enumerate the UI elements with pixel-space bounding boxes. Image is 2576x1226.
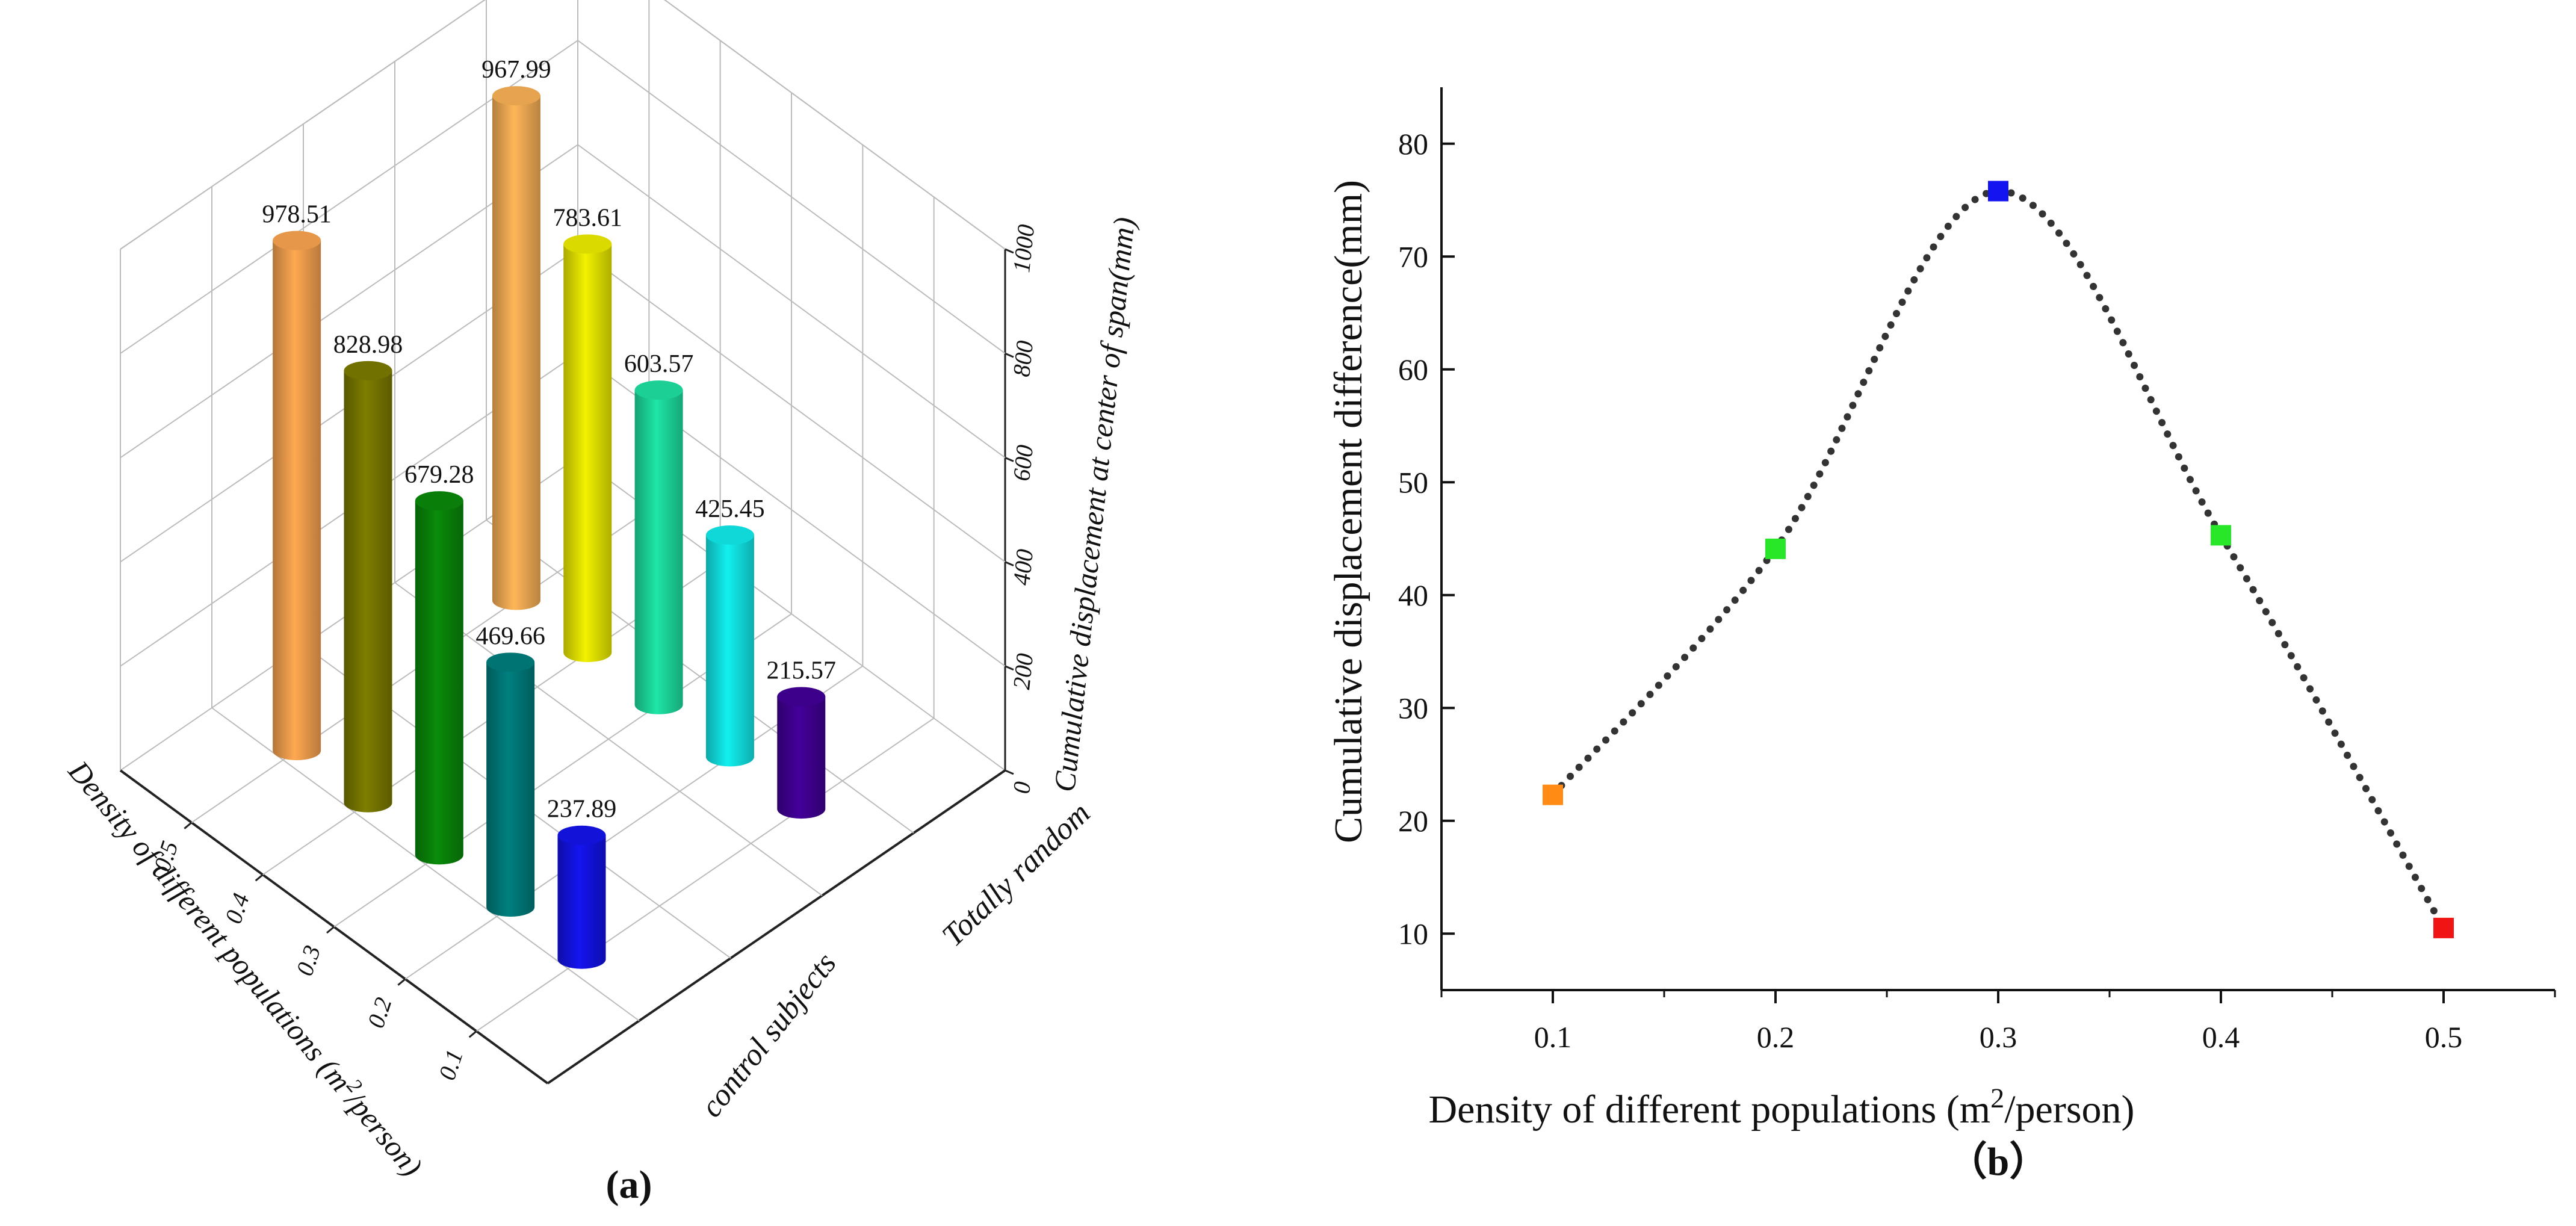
- a-density-tick-label: 0.3: [291, 942, 326, 979]
- a-z-tick: [1005, 665, 1014, 671]
- a-bar-cap: [563, 234, 612, 254]
- a-bar-body: [492, 96, 540, 610]
- a-bar-body: [634, 390, 683, 714]
- a-bar-value-label: 679.28: [404, 461, 474, 489]
- a-bar-cap: [492, 86, 540, 106]
- a-z-tick-label: 0: [1008, 780, 1036, 795]
- b-x-tick-label: 0.5: [2425, 1020, 2463, 1054]
- b-panel-caption: （b）: [1948, 1139, 2049, 1184]
- a-z-tick: [1005, 248, 1014, 254]
- a-z-tick-label: 600: [1008, 444, 1038, 482]
- a-bar-cap: [557, 825, 606, 845]
- a-density-tick: [468, 1030, 477, 1038]
- a-density-tick: [184, 822, 193, 829]
- a-bar-body: [557, 835, 606, 969]
- a-bar-cap: [273, 231, 321, 250]
- a-bar-value-label: 828.98: [333, 331, 403, 359]
- a-bar-cap: [344, 361, 392, 380]
- a-bar-body: [415, 501, 463, 865]
- b-y-tick-label: 60: [1398, 353, 1428, 386]
- b-dotted-curve: [1549, 187, 2447, 932]
- a-density-tick: [397, 978, 406, 986]
- b-data-point: [1765, 538, 1786, 559]
- a-panel-caption: (a): [606, 1163, 652, 1207]
- a-bar-body: [344, 370, 392, 813]
- a-bar-cap: [486, 652, 535, 672]
- a-bar-cap: [415, 491, 463, 511]
- a-density-tick-label: 0.1: [433, 1046, 468, 1083]
- b-y-tick-label: 20: [1398, 804, 1428, 838]
- a-bar: [705, 525, 754, 767]
- b-y-tick-label: 10: [1398, 917, 1428, 950]
- a-gridline-z: [120, 0, 486, 250]
- a-bar-body: [563, 244, 612, 663]
- a-bar-value-label: 967.99: [481, 56, 551, 84]
- a-gridline-d: [476, 717, 935, 1032]
- a-z-tick-label: 200: [1008, 652, 1038, 690]
- a-bar: [557, 825, 606, 969]
- b-x-tick-label: 0.3: [1980, 1020, 2017, 1054]
- b-points: [1543, 181, 2454, 938]
- a-z-tick: [1005, 457, 1014, 462]
- panel-b-line-chart: 10 20 30 40 50 60 70 80 0.1 0.2 0.3 0.4 0.5 Density …: [1327, 87, 2556, 1184]
- a-bar-value-label: 978.51: [262, 201, 332, 229]
- a-z-tick-label: 800: [1008, 339, 1038, 378]
- b-data-point: [1988, 181, 2008, 202]
- a-bar-cap: [777, 687, 826, 707]
- a-density-tick: [326, 926, 335, 934]
- a-bar: [273, 231, 321, 761]
- b-y-tick-label: 30: [1398, 691, 1428, 725]
- b-y-tick-label: 50: [1398, 465, 1428, 499]
- a-z-tick: [1005, 769, 1014, 775]
- a-density-tick: [255, 874, 264, 882]
- b-data-point: [2211, 525, 2231, 546]
- a-density-tick-label: 0.2: [362, 994, 397, 1031]
- b-y-tick-label: 40: [1398, 578, 1428, 612]
- b-y-tick-label: 70: [1398, 240, 1428, 273]
- a-bar: [563, 234, 612, 663]
- a-bar-cap: [705, 525, 754, 545]
- a-bar: [634, 380, 683, 714]
- a-density-axis-title: Density of different populations (m2/per…: [61, 752, 432, 1183]
- a-bar-cap: [634, 380, 683, 400]
- a-bar-body: [486, 662, 535, 917]
- a-bar: [415, 491, 463, 865]
- a-bar-body: [273, 240, 321, 761]
- a-bar-value-label: 425.45: [695, 495, 765, 523]
- b-x-tick-label: 0.1: [1534, 1020, 1572, 1054]
- a-bar: [492, 86, 540, 610]
- a-category-label-totally-random: Totally random: [936, 796, 1097, 953]
- a-bar-body: [777, 696, 826, 819]
- a-bar-value-label: 603.57: [624, 350, 694, 378]
- a-bar-value-label: 237.89: [547, 796, 617, 823]
- a-bar: [486, 652, 535, 917]
- panel-a-3d-bar-chart: 967.99 978.51 783.61 828.98 603.57 679.28 425.…: [61, 0, 1141, 1207]
- a-bar-value-label: 215.57: [767, 657, 837, 684]
- a-bar-body: [705, 535, 754, 767]
- a-bars: 967.99 978.51 783.61 828.98 603.57 679.28 425.…: [262, 56, 836, 969]
- b-data-point: [2433, 917, 2454, 938]
- a-bar: [777, 687, 826, 819]
- a-category-label-control-subjects: control subjects: [694, 947, 843, 1124]
- a-bar: [344, 361, 392, 813]
- a-z-tick: [1005, 352, 1014, 358]
- a-bar-value-label: 469.66: [475, 622, 545, 650]
- a-floor-edge: [546, 769, 1006, 1085]
- a-z-tick-label: 400: [1008, 548, 1038, 586]
- a-z-tick-label: 1000: [1008, 223, 1039, 274]
- b-data-point: [1543, 784, 1563, 805]
- b-x-tick-label: 0.4: [2202, 1020, 2240, 1054]
- b-x-tick-label: 0.2: [1757, 1020, 1795, 1054]
- b-x-axis-title: Density of different populations (m2/per…: [1429, 1083, 2135, 1132]
- b-axes: [1440, 87, 2556, 1003]
- b-y-tick-label: 80: [1398, 127, 1428, 161]
- a-bar-value-label: 783.61: [553, 205, 623, 232]
- a-z-axis-title: Cumulative displacement at center of spa…: [1047, 215, 1141, 793]
- b-tick-labels: 10 20 30 40 50 60 70 80 0.1 0.2 0.3 0.4 0.5: [1398, 127, 2462, 1054]
- a-z-tick: [1005, 561, 1014, 566]
- b-y-axis-title: Cumulative displacement difference(mm): [1327, 180, 1370, 843]
